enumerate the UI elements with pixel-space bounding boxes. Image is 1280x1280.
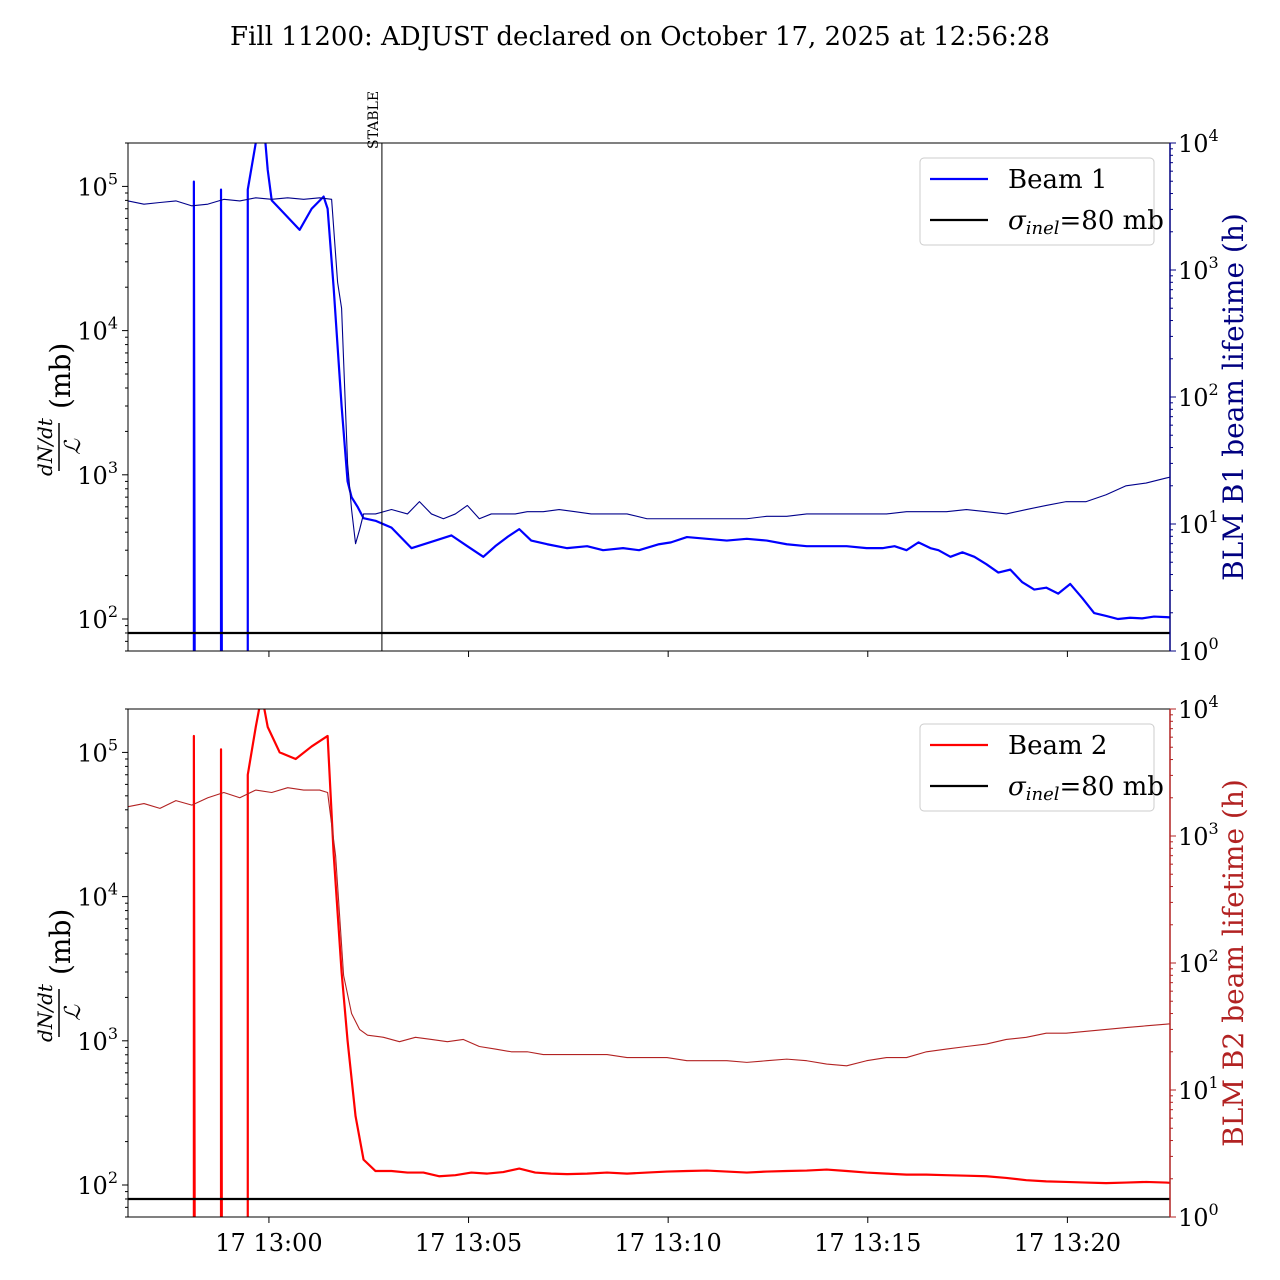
legend-label: σinel=80 mb	[1008, 772, 1164, 805]
left-y-label-unit: (mb)	[44, 909, 77, 975]
right-y-tick-label: 104	[1178, 126, 1219, 158]
left-y-tick-label: 102	[77, 1168, 118, 1200]
right-y-tick-label: 104	[1178, 692, 1219, 724]
left-y-tick-label: 103	[77, 458, 118, 490]
lifetime-series-line	[128, 197, 1170, 545]
left-y-label-denominator: ℒ	[61, 438, 86, 455]
series-beam-2	[192, 709, 1170, 1217]
right-y-tick-label: 100	[1178, 1200, 1219, 1232]
left-y-tick-label: 104	[77, 314, 118, 346]
right-y-tick-label: 101	[1178, 1073, 1219, 1105]
right-y-tick-label: 102	[1178, 946, 1219, 978]
x-tick-label: 17 13:20	[1014, 1229, 1121, 1257]
legend: Beam 2 σinel=80 mb	[919, 723, 1164, 812]
chart-title: Fill 11200: ADJUST declared on October 1…	[230, 22, 1050, 52]
legend-label: σinel=80 mb	[1008, 206, 1164, 239]
right-y-axis-label: BLM B2 beam lifetime (h)	[1217, 779, 1250, 1147]
left-y-axis-label: dN/dt ℒ (mb)	[33, 343, 86, 476]
legend-label: Beam 1	[1008, 165, 1107, 195]
legend: Beam 1 σinel=80 mb	[919, 157, 1164, 246]
right-y-tick-label: 103	[1178, 819, 1219, 851]
left-y-tick-label: 105	[77, 735, 118, 767]
x-tick-label: 17 13:10	[614, 1229, 721, 1257]
top-panel: STABLE 102 103 104 105 100 101 102 103 104 dN/dt ℒ (…	[33, 91, 1250, 666]
plot-area	[128, 709, 1170, 1217]
plot-area	[128, 143, 1170, 651]
left-y-label-denominator: ℒ	[61, 1004, 86, 1021]
series-beam-1	[192, 143, 1170, 651]
left-y-axis-label: dN/dt ℒ (mb)	[33, 909, 86, 1042]
x-tick-label: 17 13:00	[215, 1229, 322, 1257]
left-y-tick-label: 104	[77, 880, 118, 912]
bottom-panel: 17 13:00 17 13:05 17 13:10 17 13:15 17 13:20…	[33, 692, 1250, 1257]
left-y-tick-label: 102	[77, 602, 118, 634]
left-y-label-unit: (mb)	[44, 343, 77, 409]
left-y-tick-label: 103	[77, 1024, 118, 1056]
lifetime-series-line	[128, 787, 1170, 1067]
legend-label: Beam 2	[1008, 731, 1107, 761]
right-y-tick-label: 102	[1178, 380, 1219, 412]
left-y-tick-label: 105	[77, 169, 118, 201]
left-y-label-numerator: dN/dt	[33, 417, 57, 476]
right-y-tick-label: 103	[1178, 253, 1219, 285]
right-y-tick-label: 100	[1178, 634, 1219, 666]
left-y-label-numerator: dN/dt	[33, 983, 57, 1042]
x-tick-label: 17 13:05	[415, 1229, 522, 1257]
stable-event-label: STABLE	[366, 91, 382, 149]
x-tick-label: 17 13:15	[814, 1229, 921, 1257]
right-y-tick-label: 101	[1178, 507, 1219, 539]
right-y-axis-label: BLM B1 beam lifetime (h)	[1217, 213, 1250, 581]
